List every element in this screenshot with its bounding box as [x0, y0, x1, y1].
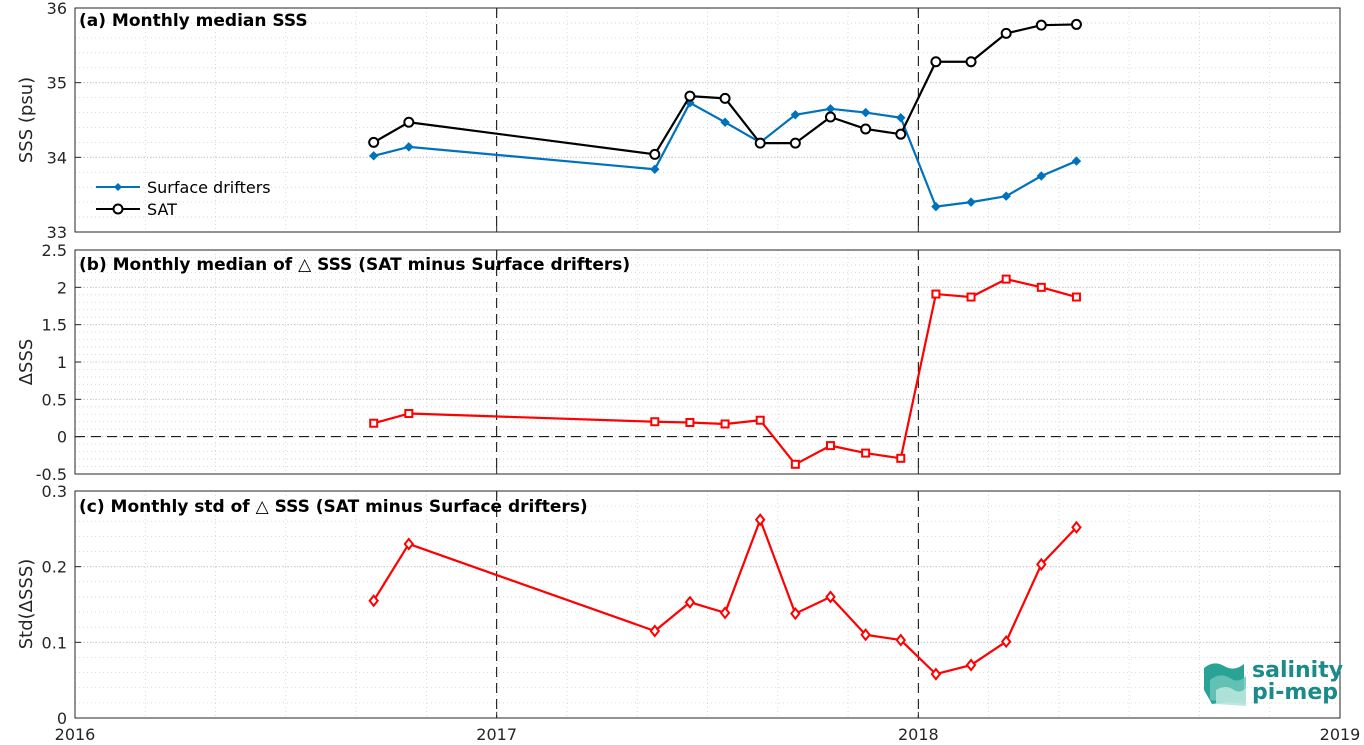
data-point	[1071, 156, 1082, 166]
series-line	[373, 23, 1077, 156]
panel-b-title: (b) Monthly median of △ SSS (SAT minus S…	[79, 255, 630, 275]
data-point	[931, 201, 941, 212]
data-point	[1070, 18, 1082, 30]
x-tick-label: 2018	[898, 725, 939, 744]
y-tick-label: 35	[47, 74, 67, 93]
data-point	[368, 594, 379, 608]
y-tick-label: 2.5	[42, 241, 67, 260]
y-tick-label: 33	[47, 223, 67, 242]
legend: Surface drifters SAT	[96, 178, 271, 219]
data-point	[369, 418, 379, 428]
panel-b-ylabel: ΔSSS	[16, 339, 37, 386]
y-tick-label: -0.5	[36, 465, 67, 484]
y-tick-label: 0	[57, 428, 67, 447]
data-point	[790, 110, 801, 120]
y-tick-label: 36	[47, 0, 67, 18]
data-point	[1036, 557, 1047, 571]
data-point	[790, 606, 801, 621]
data-point	[860, 123, 872, 135]
data-point	[650, 164, 660, 174]
panel-a: 33 34 35 36	[47, 0, 1341, 242]
y-tick-label: 1	[57, 353, 67, 372]
y-tick-label: 34	[47, 148, 67, 167]
axes-box	[74, 7, 1341, 233]
data-point	[860, 107, 871, 118]
data-point	[684, 90, 696, 102]
data-point	[965, 658, 977, 672]
data-point	[789, 137, 801, 149]
data-point	[930, 667, 942, 681]
logo-text-line2: pi-mep	[1252, 680, 1338, 705]
data-point	[719, 92, 731, 104]
data-point	[1035, 19, 1047, 31]
data-point	[1071, 292, 1081, 302]
panel-a-ylabel: SSS (psu)	[16, 77, 37, 163]
x-tick-label: 2016	[55, 725, 96, 744]
data-point	[754, 513, 766, 527]
data-point	[650, 417, 660, 427]
logo-wave-icon	[1204, 663, 1246, 706]
y-tick-label: 0.3	[42, 482, 67, 501]
x-tick-label: 2017	[476, 725, 517, 744]
logo-text-line1: salinity	[1252, 658, 1343, 683]
data-point	[720, 117, 730, 127]
data-point	[895, 633, 907, 647]
data-point	[965, 56, 977, 68]
data-point	[825, 441, 835, 451]
data-point	[1036, 282, 1046, 292]
data-point	[896, 113, 906, 123]
data-point	[930, 56, 942, 68]
data-point	[368, 136, 380, 148]
data-point	[790, 459, 800, 469]
data-point	[861, 448, 871, 458]
data-point	[966, 292, 976, 302]
panel-c-ylabel: Std(ΔSSS)	[16, 559, 37, 650]
data-point	[931, 289, 941, 299]
data-point	[685, 417, 695, 427]
data-point	[1036, 171, 1047, 181]
data-point	[403, 537, 415, 551]
data-point	[1000, 634, 1012, 649]
panel-c: 0 0.1 0.2 0.3 2016 2017 2018 2019	[42, 482, 1361, 744]
data-point	[649, 624, 661, 638]
salinity-pi-mep-logo: salinity pi-mep	[1204, 658, 1343, 706]
data-point	[1071, 520, 1082, 534]
data-point	[966, 197, 976, 207]
data-point	[860, 628, 871, 642]
axes-box	[74, 490, 1341, 719]
data-point	[684, 595, 696, 609]
y-tick-label: 0.1	[42, 633, 67, 652]
legend-marker-sat	[112, 203, 124, 215]
data-point	[403, 116, 415, 128]
x-tick-label: 2019	[1320, 725, 1361, 744]
data-point	[368, 151, 379, 161]
legend-label-surface-drifters: Surface drifters	[147, 178, 271, 197]
data-point	[754, 137, 766, 149]
panel-a-title: (a) Monthly median SSS	[79, 11, 308, 31]
data-point	[719, 606, 731, 620]
data-point	[825, 590, 836, 604]
y-tick-label: 0.5	[42, 390, 67, 409]
data-point	[896, 453, 906, 463]
data-point	[1001, 274, 1011, 284]
data-point	[824, 111, 836, 123]
panel-b: -0.5 0 0.5 1 1.5 2 2.5	[36, 241, 1341, 484]
data-point	[1000, 27, 1012, 39]
y-tick-label: 2	[57, 278, 67, 297]
data-point	[404, 409, 414, 419]
data-point	[755, 415, 765, 425]
data-point	[649, 148, 661, 160]
data-point	[720, 419, 730, 429]
y-tick-label: 0	[57, 709, 67, 728]
legend-marker-surface-drifters	[114, 183, 122, 191]
legend-label-sat: SAT	[147, 200, 177, 219]
y-tick-label: 1.5	[42, 316, 67, 335]
y-tick-label: 0.2	[42, 558, 67, 577]
data-point	[895, 128, 907, 140]
data-point	[404, 142, 414, 152]
panel-c-title: (c) Monthly std of △ SSS (SAT minus Surf…	[79, 497, 588, 517]
data-point	[1001, 191, 1011, 201]
